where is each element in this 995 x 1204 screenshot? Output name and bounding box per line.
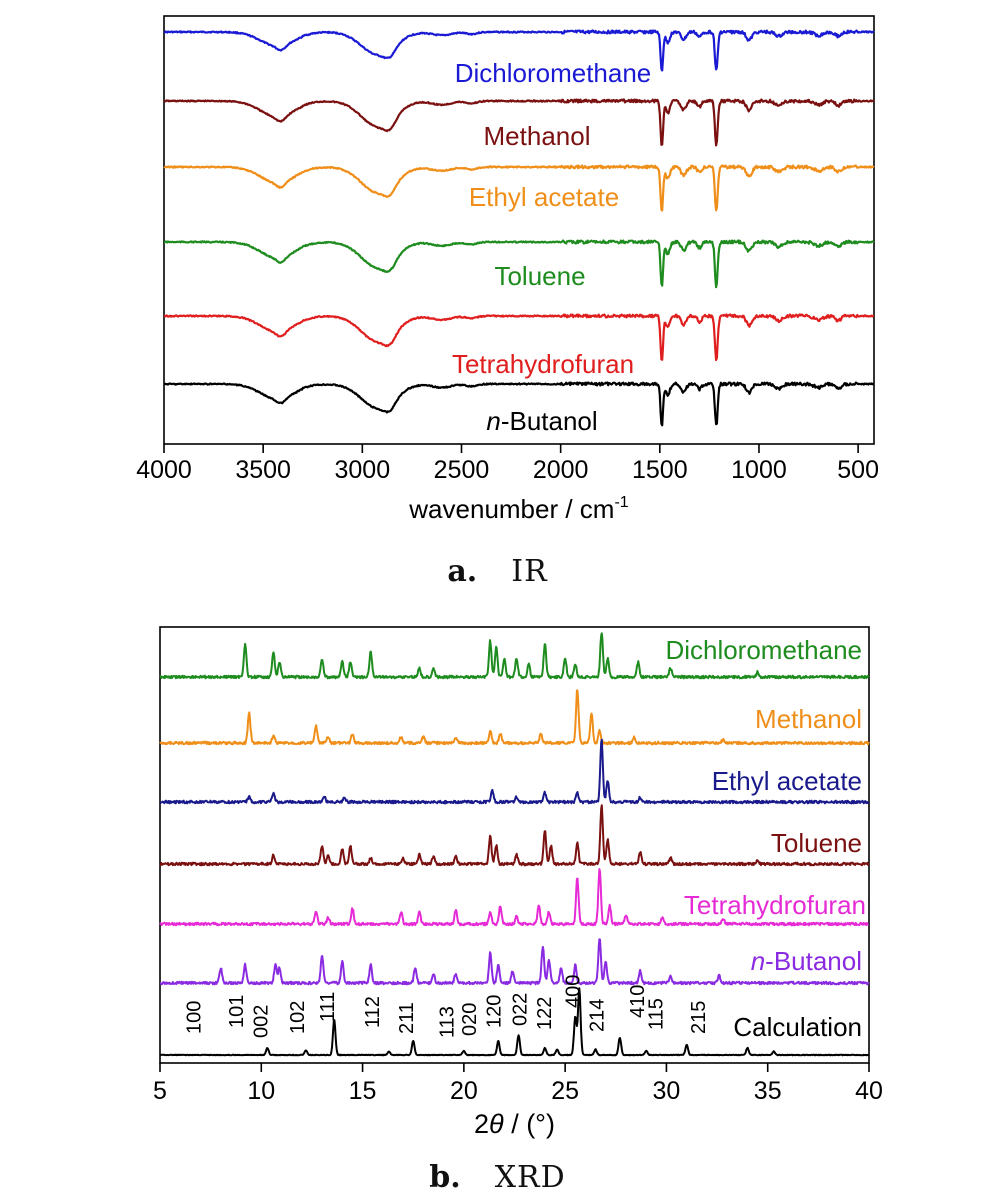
ir-x-tick-label: 3500 — [235, 456, 291, 484]
xrd-series-label: Ethyl acetate — [712, 766, 862, 796]
xrd-plot-frame — [159, 626, 870, 1064]
xrd-series-3 — [159, 738, 870, 805]
xrd-series-1 — [159, 632, 870, 680]
xrd-series-2 — [159, 689, 870, 746]
xrd-x-tick-label: 40 — [855, 1077, 883, 1105]
ir-x-tick-label: 2000 — [533, 456, 589, 484]
xrd-miller-index: 101 — [226, 995, 248, 1028]
xrd-miller-index: 120 — [483, 995, 505, 1028]
ir-series-3 — [163, 164, 875, 212]
caption-a: a. IR — [0, 554, 995, 589]
xrd-miller-index: 400 — [562, 975, 584, 1008]
xrd-x-tick-label: 5 — [153, 1077, 167, 1105]
ir-x-tick-label: 4000 — [136, 456, 192, 484]
xrd-series-label: Tetrahydrofuran — [684, 890, 866, 920]
xrd-series-label: Toluene — [771, 828, 862, 858]
ir-x-tick-label: 2500 — [434, 456, 490, 484]
xrd-x-tick-label: 30 — [653, 1077, 681, 1105]
xrd-miller-index: 211 — [396, 1002, 418, 1034]
xrd-miller-index: 111 — [317, 992, 339, 1022]
xrd-miller-index: 122 — [534, 997, 556, 1030]
xrd-series-4 — [159, 804, 870, 867]
xrd-miller-index: 214 — [587, 999, 609, 1032]
ir-series-label: n-Butanol — [486, 406, 597, 436]
xrd-x-tick-label: 15 — [349, 1077, 377, 1105]
xrd-series-label: n-Butanol — [751, 946, 862, 976]
xrd-x-tick-label: 10 — [247, 1077, 275, 1105]
ir-x-tick-label: 500 — [837, 456, 879, 484]
xrd-series-6 — [159, 938, 870, 986]
caption-b: b. XRD — [0, 1160, 995, 1195]
ir-x-tick-label: 1500 — [632, 456, 688, 484]
ir-series-4 — [163, 239, 875, 289]
caption-a-label: a. — [447, 554, 478, 589]
xrd-miller-index: 102 — [287, 1001, 309, 1034]
ir-plot-frame — [163, 15, 875, 445]
xrd-miller-index: 215 — [688, 1001, 710, 1034]
xrd-series-label: Methanol — [755, 704, 862, 734]
caption-b-label: b. — [429, 1160, 461, 1195]
xrd-series-7 — [159, 987, 869, 1057]
xrd-miller-index: 112 — [362, 996, 384, 1028]
ir-series-6 — [163, 381, 875, 427]
xrd-miller-index: 115 — [645, 998, 667, 1030]
xrd-miller-index: 002 — [250, 1005, 272, 1038]
xrd-series-5 — [159, 868, 870, 927]
ir-series-2 — [163, 98, 875, 147]
xrd-series-label: Dichloromethane — [665, 635, 862, 665]
xrd-x-tick-label: 25 — [551, 1077, 579, 1105]
xrd-miller-index: 113 — [437, 1006, 459, 1038]
caption-a-text: IR — [511, 554, 548, 589]
xrd-x-tick-label: 20 — [450, 1077, 478, 1105]
xrd-series-label: Calculation — [733, 1012, 862, 1042]
xrd-miller-index: 100 — [184, 1001, 206, 1034]
ir-x-tick-label: 3000 — [335, 456, 391, 484]
xrd-x-tick-label: 35 — [754, 1077, 782, 1105]
xrd-x-axis-label: 2θ / (°) — [474, 1109, 555, 1139]
ir-series-5 — [163, 313, 875, 362]
ir-series-1 — [163, 29, 875, 72]
ir-series-label: Tetrahydrofuran — [452, 349, 634, 379]
ir-series-label: Methanol — [484, 121, 591, 151]
xrd-miller-index: 020 — [459, 1003, 481, 1036]
ir-series-label: Toluene — [494, 261, 585, 291]
caption-b-text: XRD — [494, 1160, 566, 1195]
ir-series-label: Ethyl acetate — [469, 182, 619, 212]
ir-x-axis-label: wavenumber / cm-1 — [408, 494, 629, 524]
xrd-miller-index: 022 — [510, 993, 532, 1026]
ir-series-label: Dichloromethane — [455, 58, 652, 88]
xrd-miller-index: 410 — [627, 985, 649, 1018]
ir-x-tick-label: 1000 — [731, 456, 787, 484]
